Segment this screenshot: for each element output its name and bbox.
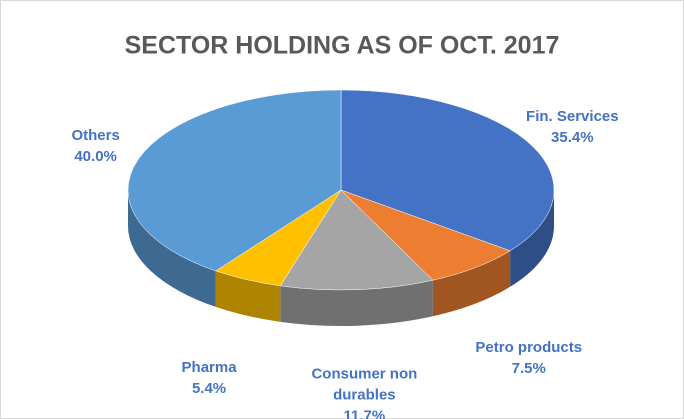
slice-side [432, 250, 511, 317]
label-value: 5.4% [191, 380, 227, 398]
slice [340, 189, 511, 281]
chart-title: SECTOR HOLDING AS OF OCT. 2017 [125, 32, 560, 60]
data-label: Fin. Services 35.4% [512, 106, 632, 148]
slice-side [510, 190, 554, 287]
label-value: 35.4% [551, 129, 594, 147]
slice-side [215, 270, 281, 322]
slice-side [280, 280, 433, 326]
data-label: Pharma 5.4% [149, 357, 269, 399]
label-value: 11.7% [343, 407, 386, 419]
slice-side [128, 190, 216, 307]
slice [127, 89, 342, 272]
label-name: Petro products [475, 339, 583, 356]
slice [279, 189, 434, 291]
label-name: Consumer non durables [311, 365, 418, 404]
slice [340, 89, 555, 252]
data-label: Petro products 7.5% [469, 337, 589, 379]
data-label: Others 40.0% [36, 125, 156, 167]
label-value: 40.0% [74, 148, 117, 166]
label-name: Others [71, 127, 120, 145]
label-value: 7.5% [511, 360, 546, 377]
label-name: Fin. Services [526, 108, 619, 126]
label-name: Pharma [181, 359, 237, 377]
data-label: Consumer non durables 11.7% [304, 364, 424, 419]
